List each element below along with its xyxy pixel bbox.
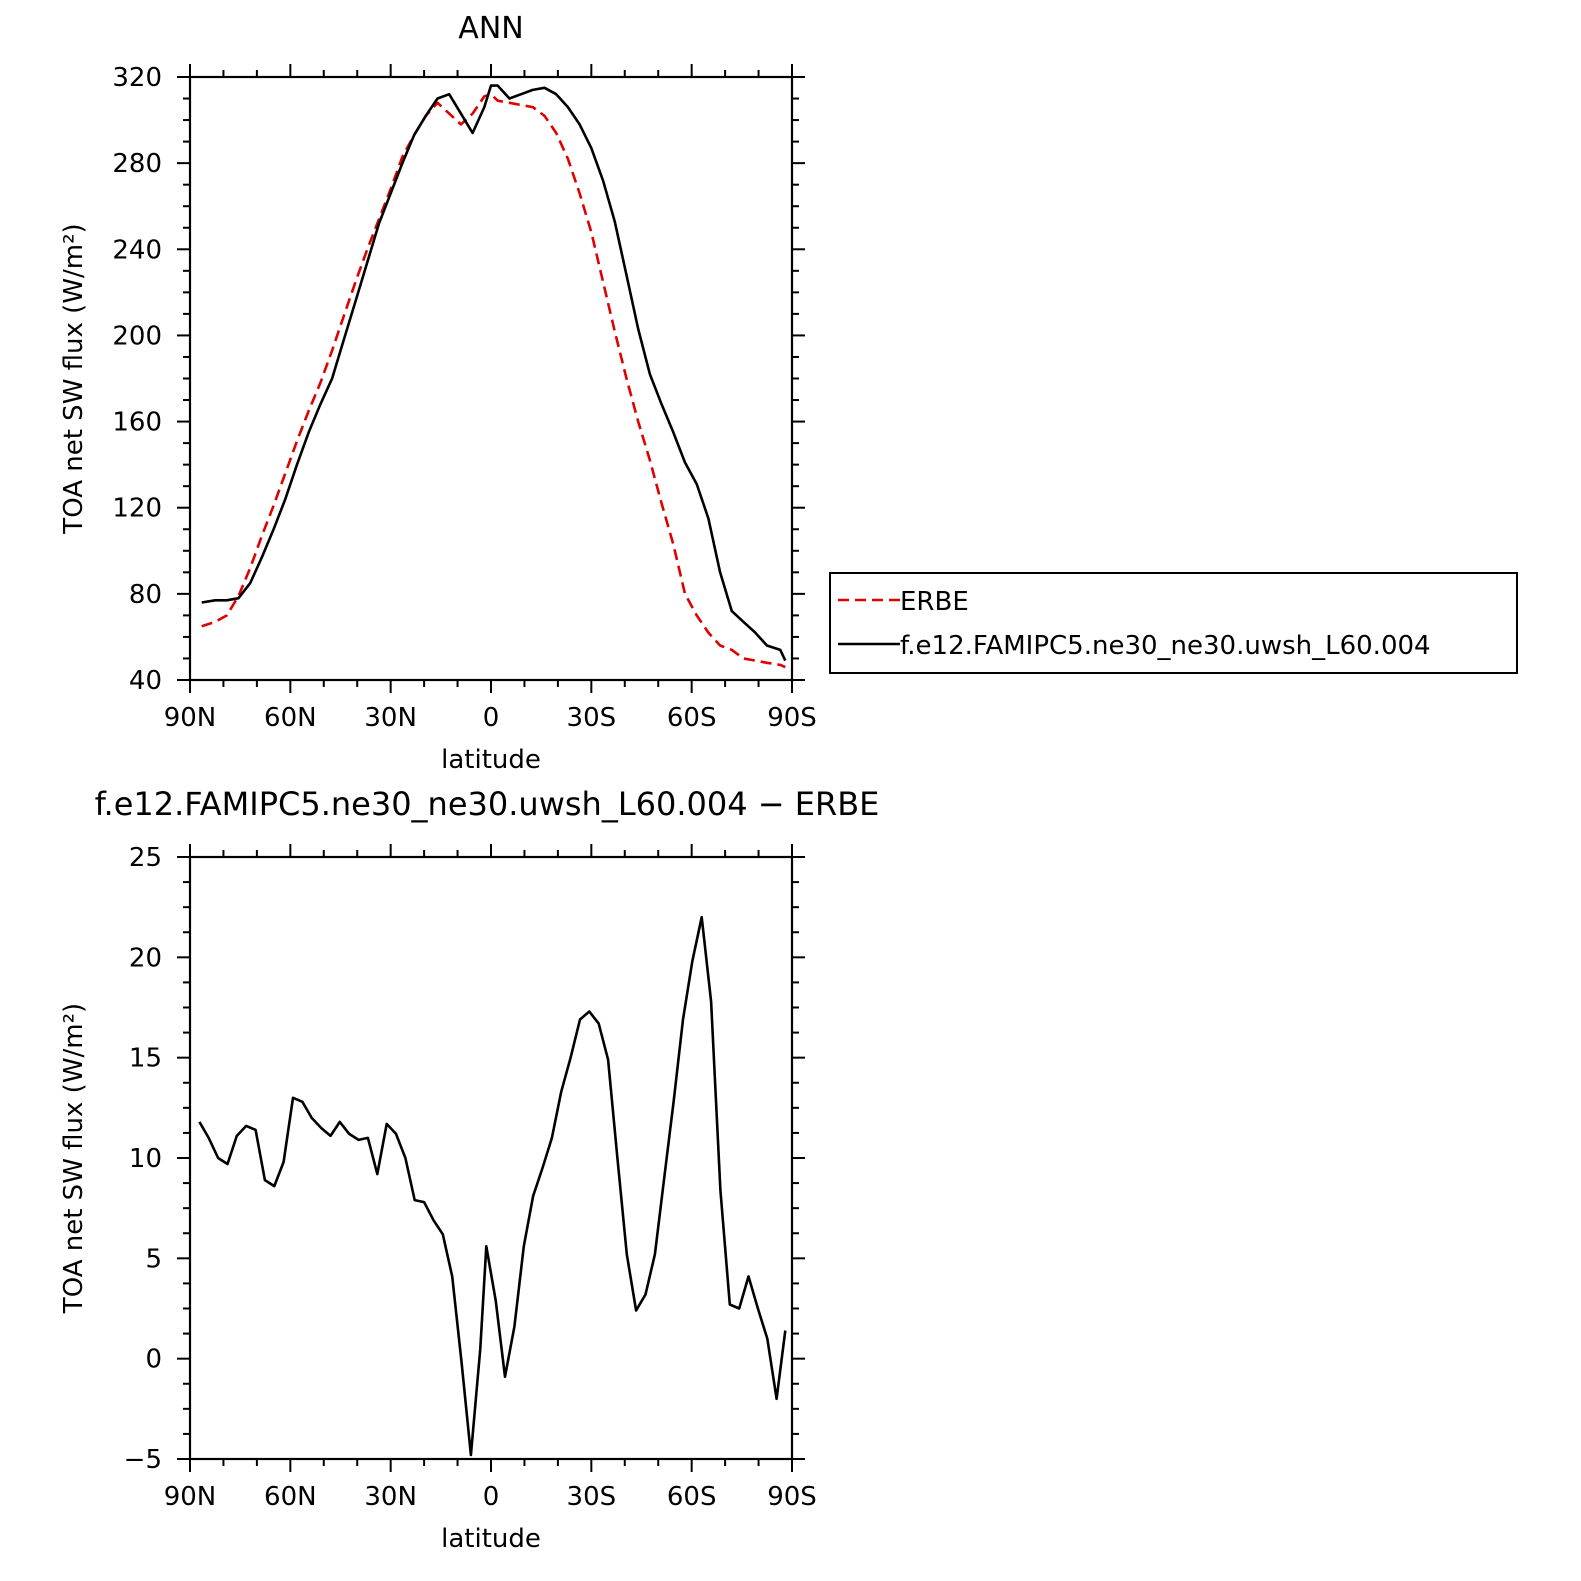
y-tick-label: 120 bbox=[112, 494, 162, 524]
x-tick-label: 60S bbox=[667, 1482, 717, 1512]
x-tick-label: 0 bbox=[483, 703, 500, 733]
legend-entry-label: f.e12.FAMIPC5.ne30_ne30.uwsh_L60.004 bbox=[900, 631, 1431, 661]
y-tick-label: 10 bbox=[129, 1144, 162, 1174]
bottom-panel: f.e12.FAMIPC5.ne30_ne30.uwsh_L60.004 − E… bbox=[59, 785, 879, 1554]
chart-title: ANN bbox=[458, 11, 523, 46]
y-axis-label: TOA net SW flux (W/m²) bbox=[59, 1003, 89, 1314]
x-axis-label: latitude bbox=[441, 1524, 541, 1554]
x-tick-label: 30S bbox=[567, 1482, 617, 1512]
top-panel: ANN 90N 60N 30N 0 30S 60S 90S 40 80 120 160 200 240 28… bbox=[59, 11, 817, 775]
y-tick-label: 80 bbox=[129, 580, 162, 610]
y-axis-label: TOA net SW flux (W/m²) bbox=[59, 223, 89, 534]
x-tick-label: 30S bbox=[567, 703, 617, 733]
y-tick-label: 200 bbox=[112, 321, 162, 351]
x-tick-label: 60N bbox=[264, 1482, 317, 1512]
x-tick-label: 60N bbox=[264, 703, 317, 733]
x-tick-label: 60S bbox=[667, 703, 717, 733]
legend-entry-label: ERBE bbox=[900, 587, 969, 617]
y-tick-label: 20 bbox=[129, 943, 162, 973]
x-tick-label: 90N bbox=[164, 1482, 217, 1512]
x-tick-label: 30N bbox=[364, 1482, 417, 1512]
y-tick-label: 0 bbox=[145, 1345, 162, 1375]
y-tick-label: 320 bbox=[112, 63, 162, 93]
x-tick-label: 90S bbox=[767, 703, 817, 733]
series-line-f-e12-famipc5-ne30-ne30-uwsh-l60-004 bbox=[201, 84, 787, 662]
y-tick-label: 5 bbox=[145, 1244, 162, 1274]
y-tick-label: −5 bbox=[124, 1445, 162, 1475]
x-tick-label: 90S bbox=[767, 1482, 817, 1512]
x-axis-label: latitude bbox=[441, 745, 541, 775]
series-line-erbe bbox=[201, 92, 786, 669]
y-tick-label: 280 bbox=[112, 149, 162, 179]
legend: ERBE f.e12.FAMIPC5.ne30_ne30.uwsh_L60.004 bbox=[829, 572, 1518, 674]
y-tick-label: 40 bbox=[129, 666, 162, 696]
y-tick-label: 160 bbox=[112, 408, 162, 438]
y-tick-label: 25 bbox=[129, 843, 162, 873]
y-tick-label: 240 bbox=[112, 235, 162, 265]
y-tick-label: 15 bbox=[129, 1044, 162, 1074]
x-tick-label: 90N bbox=[164, 703, 217, 733]
series-line-difference bbox=[198, 915, 787, 1457]
chart-title: f.e12.FAMIPC5.ne30_ne30.uwsh_L60.004 − E… bbox=[95, 785, 880, 823]
x-tick-label: 30N bbox=[364, 703, 417, 733]
legend-box bbox=[829, 572, 1518, 674]
x-tick-label: 0 bbox=[483, 1482, 500, 1512]
